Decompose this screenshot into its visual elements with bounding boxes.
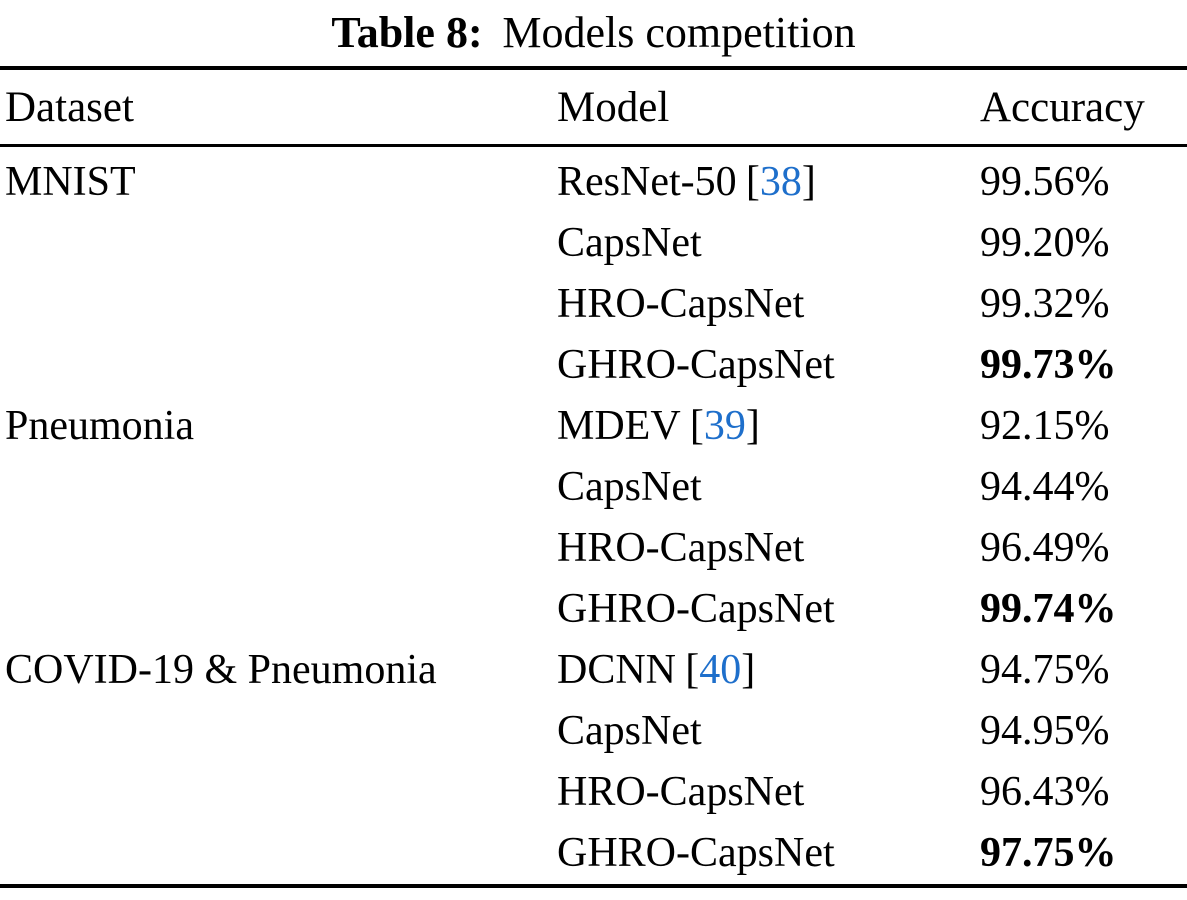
accuracy-cell-best: 99.73%: [980, 342, 1117, 388]
table-row: COVID-19 & Pneumonia DCNN [40] 94.75%: [0, 640, 1187, 701]
table-caption: Table 8: Models competition: [0, 0, 1187, 66]
citation-bracket-open: [: [685, 647, 700, 693]
accuracy-cell-best: 99.74%: [980, 586, 1117, 632]
model-name: ResNet-50: [557, 159, 737, 205]
citation-link[interactable]: [40]: [685, 647, 755, 693]
model-cell: GHRO-CapsNet: [557, 342, 835, 388]
citation-bracket-close: ]: [741, 647, 756, 693]
dataset-cell: MNIST: [5, 159, 136, 205]
table-caption-label: Table 8:: [331, 8, 483, 57]
models-competition-table: Dataset Model Accuracy MNIST ResNet-50 [3…: [0, 66, 1187, 888]
dataset-cell: Pneumonia: [5, 403, 194, 449]
table-row: CapsNet 94.95%: [0, 701, 1187, 762]
column-header-dataset: Dataset: [0, 68, 557, 147]
dataset-cell: [0, 762, 557, 823]
table-row: HRO-CapsNet 96.49%: [0, 518, 1187, 579]
dataset-cell: [0, 579, 557, 640]
citation-number[interactable]: 38: [759, 159, 802, 205]
table-row: GHRO-CapsNet 99.74%: [0, 579, 1187, 640]
accuracy-cell-best: 97.75%: [980, 830, 1117, 876]
table-row: Pneumonia MDEV [39] 92.15%: [0, 396, 1187, 457]
model-cell: DCNN [40]: [557, 640, 980, 701]
citation-bracket-open: [: [689, 403, 704, 449]
citation-number[interactable]: 39: [703, 403, 746, 449]
model-cell: ResNet-50 [38]: [557, 146, 980, 214]
accuracy-cell: 99.56%: [980, 159, 1110, 205]
dataset-cell: [0, 274, 557, 335]
citation-bracket-close: ]: [801, 159, 816, 205]
accuracy-cell: 94.44%: [980, 464, 1110, 510]
model-cell: HRO-CapsNet: [557, 769, 805, 815]
accuracy-cell: 92.15%: [980, 403, 1110, 449]
accuracy-cell: 99.32%: [980, 281, 1110, 327]
table-row: CapsNet 99.20%: [0, 213, 1187, 274]
model-cell: CapsNet: [557, 464, 702, 510]
column-header-model: Model: [557, 68, 980, 147]
dataset-cell: [0, 518, 557, 579]
citation-number[interactable]: 40: [699, 647, 742, 693]
dataset-cell: [0, 457, 557, 518]
table-caption-text: Models competition: [502, 8, 856, 57]
model-name: MDEV: [557, 403, 681, 449]
dataset-cell: [0, 701, 557, 762]
model-cell: HRO-CapsNet: [557, 281, 805, 327]
model-name: DCNN: [557, 647, 677, 693]
table-row: GHRO-CapsNet 99.73%: [0, 335, 1187, 396]
model-cell: GHRO-CapsNet: [557, 586, 835, 632]
citation-bracket-close: ]: [745, 403, 760, 449]
model-cell: MDEV [39]: [557, 396, 980, 457]
dataset-cell: [0, 213, 557, 274]
citation-link[interactable]: [38]: [746, 159, 816, 205]
dataset-cell: [0, 335, 557, 396]
accuracy-cell: 96.49%: [980, 525, 1110, 571]
model-cell: GHRO-CapsNet: [557, 830, 835, 876]
citation-link[interactable]: [39]: [690, 403, 760, 449]
citation-bracket-open: [: [745, 159, 760, 205]
accuracy-cell: 99.20%: [980, 220, 1110, 266]
column-header-accuracy: Accuracy: [980, 68, 1187, 147]
dataset-cell: COVID-19 & Pneumonia: [5, 647, 437, 693]
table-row: HRO-CapsNet 96.43%: [0, 762, 1187, 823]
table-row: MNIST ResNet-50 [38] 99.56%: [0, 146, 1187, 214]
accuracy-cell: 94.95%: [980, 708, 1110, 754]
accuracy-cell: 94.75%: [980, 647, 1110, 693]
table-row: HRO-CapsNet 99.32%: [0, 274, 1187, 335]
accuracy-cell: 96.43%: [980, 769, 1110, 815]
table-header-row: Dataset Model Accuracy: [0, 68, 1187, 147]
model-cell: CapsNet: [557, 708, 702, 754]
model-cell: CapsNet: [557, 220, 702, 266]
dataset-cell: [0, 823, 557, 886]
table-row: CapsNet 94.44%: [0, 457, 1187, 518]
table-row: GHRO-CapsNet 97.75%: [0, 823, 1187, 886]
model-cell: HRO-CapsNet: [557, 525, 805, 571]
